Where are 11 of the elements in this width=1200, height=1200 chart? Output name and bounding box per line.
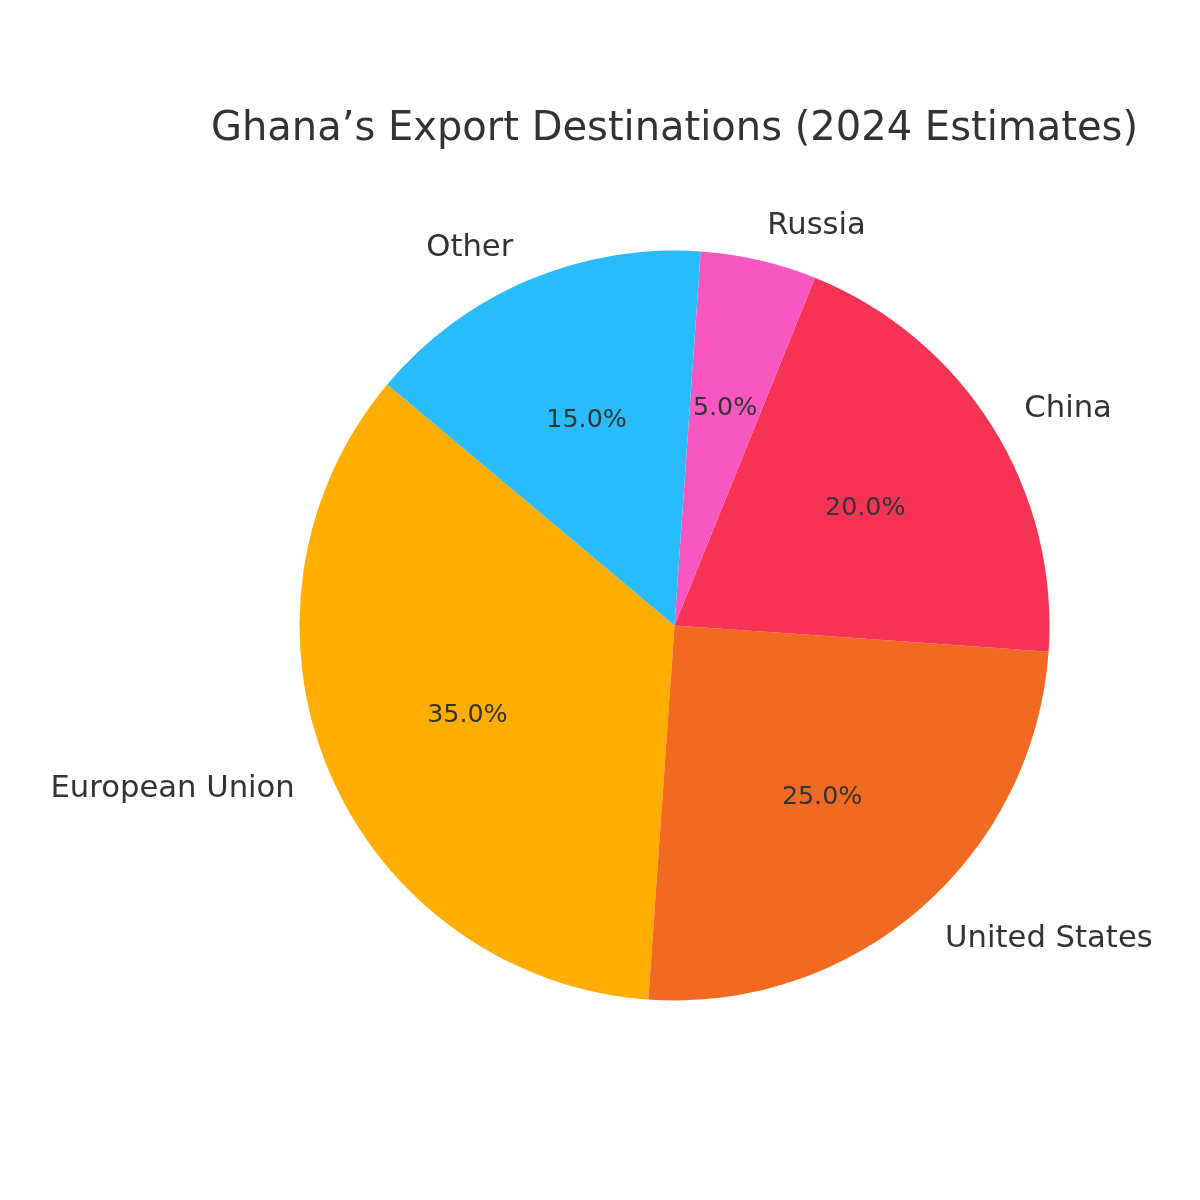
data-label: 35.0% xyxy=(427,698,508,729)
slice-label: Russia xyxy=(767,206,866,242)
data-label: 25.0% xyxy=(781,780,863,811)
slice-label: China xyxy=(1024,389,1112,425)
chart-title: Ghana’s Export Destinations (2024 Estimates) xyxy=(211,102,1138,149)
slice-label: European Union xyxy=(50,769,295,805)
slice-label: United States xyxy=(945,919,1153,955)
data-label: 5.0% xyxy=(692,391,758,422)
data-label: 20.0% xyxy=(825,491,906,522)
slice-label: Other xyxy=(426,228,514,264)
data-label: 15.0% xyxy=(546,403,627,434)
